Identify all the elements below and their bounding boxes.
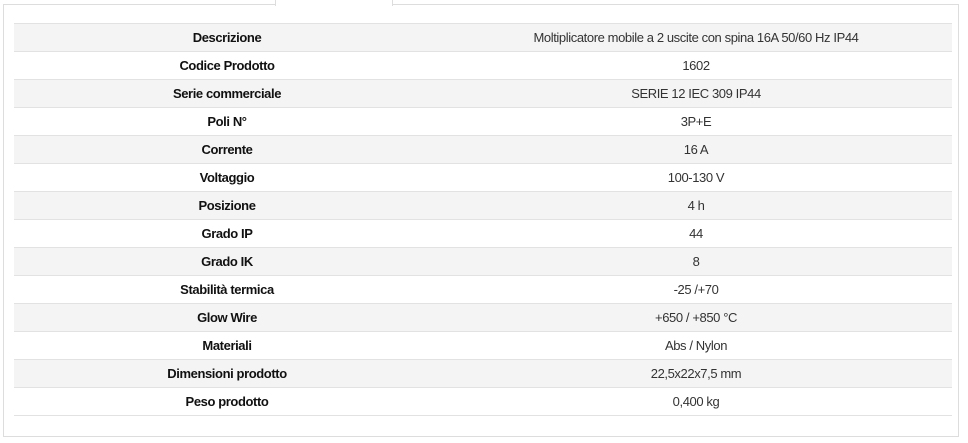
- spec-label: Dimensioni prodotto: [14, 359, 440, 388]
- spec-value: 1602: [440, 51, 952, 80]
- spec-value: 4 h: [440, 191, 952, 220]
- table-row: Materiali Abs / Nylon: [14, 331, 952, 360]
- spec-value: 0,400 kg: [440, 387, 952, 416]
- spec-label: Corrente: [14, 135, 440, 164]
- table-row: Grado IK 8: [14, 247, 952, 276]
- spec-label: Materiali: [14, 331, 440, 360]
- spec-value: 100-130 V: [440, 163, 952, 192]
- spec-value: 22,5x22x7,5 mm: [440, 359, 952, 388]
- table-row: Grado IP 44: [14, 219, 952, 248]
- spec-value: 44: [440, 219, 952, 248]
- spec-value: 16 A: [440, 135, 952, 164]
- spec-label: Codice Prodotto: [14, 51, 440, 80]
- table-row: Corrente 16 A: [14, 135, 952, 164]
- table-row: Voltaggio 100-130 V: [14, 163, 952, 192]
- spec-label: Serie commerciale: [14, 79, 440, 108]
- spec-label: Voltaggio: [14, 163, 440, 192]
- spec-label: Stabilità termica: [14, 275, 440, 304]
- table-row: Glow Wire +650 / +850 °C: [14, 303, 952, 332]
- tab-bar-border: [3, 4, 275, 5]
- spec-value: SERIE 12 IEC 309 IP44: [440, 79, 952, 108]
- spec-label: Grado IK: [14, 247, 440, 276]
- table-row: Peso prodotto 0,400 kg: [14, 387, 952, 416]
- spec-label: Grado IP: [14, 219, 440, 248]
- spec-value: Moltiplicatore mobile a 2 uscite con spi…: [440, 23, 952, 52]
- table-row: Codice Prodotto 1602: [14, 51, 952, 80]
- spec-label: Posizione: [14, 191, 440, 220]
- spec-value: 3P+E: [440, 107, 952, 136]
- tab-panel: [3, 4, 959, 437]
- spec-value: -25 /+70: [440, 275, 952, 304]
- spec-value: 8: [440, 247, 952, 276]
- spec-label: Peso prodotto: [14, 387, 440, 416]
- table-row: Descrizione Moltiplicatore mobile a 2 usc…: [14, 23, 952, 52]
- spec-value: +650 / +850 °C: [440, 303, 952, 332]
- tab-bar-border: [391, 4, 958, 5]
- spec-label: Glow Wire: [14, 303, 440, 332]
- table-row: Posizione 4 h: [14, 191, 952, 220]
- table-row: Dimensioni prodotto 22,5x22x7,5 mm: [14, 359, 952, 388]
- spec-label: Poli N°: [14, 107, 440, 136]
- specs-table: Descrizione Moltiplicatore mobile a 2 usc…: [14, 23, 952, 416]
- spec-value: Abs / Nylon: [440, 331, 952, 360]
- table-row: Stabilità termica -25 /+70: [14, 275, 952, 304]
- table-row: Serie commerciale SERIE 12 IEC 309 IP44: [14, 79, 952, 108]
- spec-label: Descrizione: [14, 23, 440, 52]
- table-row: Poli N° 3P+E: [14, 107, 952, 136]
- tab-active[interactable]: [275, 0, 393, 6]
